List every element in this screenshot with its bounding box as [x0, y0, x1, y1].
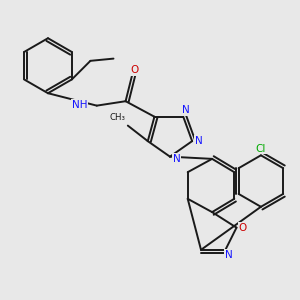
- Text: NH: NH: [71, 100, 87, 110]
- Text: N: N: [182, 105, 189, 115]
- Text: N: N: [173, 154, 181, 164]
- Text: CH₃: CH₃: [110, 113, 126, 122]
- Text: O: O: [238, 223, 247, 232]
- Text: N: N: [195, 136, 203, 146]
- Text: Cl: Cl: [256, 144, 266, 154]
- Text: N: N: [225, 250, 233, 260]
- Text: O: O: [130, 65, 139, 75]
